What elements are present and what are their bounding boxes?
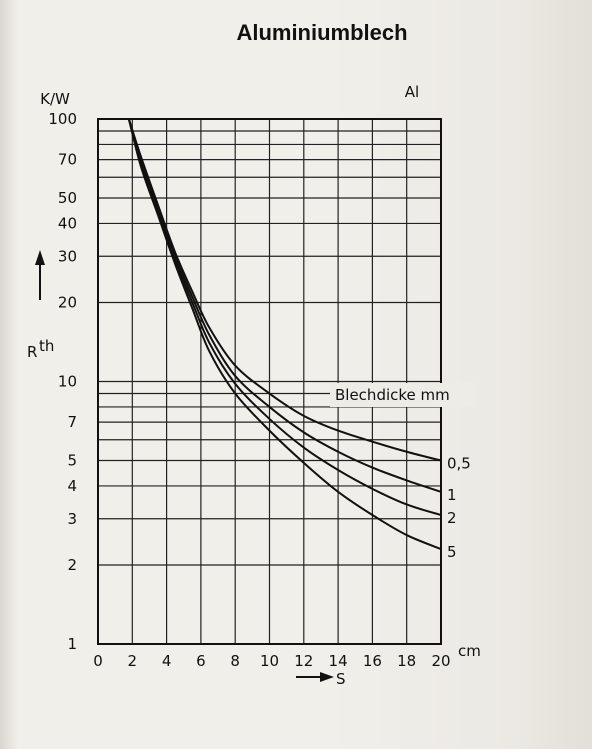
- x-tick-label: 6: [196, 652, 206, 670]
- series-line-2: [127, 118, 442, 516]
- y-axis-subscript: th: [39, 337, 54, 355]
- x-tick-label: 14: [329, 652, 348, 670]
- y-tick-label: 4: [67, 477, 77, 495]
- y-tick-label: 100: [48, 110, 77, 128]
- y-tick-label: 30: [58, 247, 77, 265]
- y-tick-label: 1: [67, 635, 77, 653]
- x-tick-label: 16: [363, 652, 382, 670]
- y-axis-arrow-icon: [35, 250, 45, 265]
- y-tick-label: 7: [67, 413, 77, 431]
- series-label: 2: [447, 509, 457, 527]
- chart-title: Aluminiumblech: [236, 20, 407, 45]
- series-line-1: [127, 118, 442, 493]
- y-tick-label: 2: [67, 556, 77, 574]
- y-tick-label: 3: [67, 510, 77, 528]
- y-tick-label: 10: [58, 373, 77, 391]
- y-tick-label: 50: [58, 189, 77, 207]
- x-tick-label: 10: [260, 652, 279, 670]
- y-tick-labels: 100 70 50 40 30 20 10 7 5 4 3 2 1: [48, 110, 77, 653]
- y-tick-label: 20: [58, 293, 77, 311]
- x-unit-label: cm: [458, 642, 481, 660]
- x-tick-label: 20: [431, 652, 450, 670]
- y-tick-label: 70: [58, 151, 77, 169]
- x-tick-labels: 0 2 4 6 8 10 12 14 16 18 20: [93, 652, 450, 670]
- y-unit-label: K/W: [40, 90, 70, 108]
- series-line-3: [127, 118, 442, 550]
- x-axis-label: S: [296, 670, 346, 688]
- bleed-through-background: [330, 0, 592, 749]
- x-tick-label: 0: [93, 652, 103, 670]
- x-tick-label: 18: [397, 652, 416, 670]
- x-axis-arrow-icon: [320, 672, 334, 682]
- x-tick-label: 12: [294, 652, 313, 670]
- y-axis-label: R th: [27, 250, 54, 361]
- y-tick-label: 40: [58, 214, 77, 232]
- series-labels: 0,5 1 2 5: [447, 455, 471, 562]
- series-line-0: [127, 118, 442, 462]
- plot-grid: [97, 118, 442, 645]
- x-tick-label: 8: [230, 652, 240, 670]
- material-label: Al: [405, 83, 419, 101]
- y-axis-symbol: R: [27, 343, 37, 361]
- legend-title: Blechdicke mm: [335, 386, 450, 404]
- plot-frame: [97, 118, 442, 645]
- x-tick-label: 4: [162, 652, 172, 670]
- series-label: 1: [447, 486, 457, 504]
- x-axis-symbol: S: [336, 670, 346, 688]
- y-tick-label: 5: [67, 452, 77, 470]
- x-tick-label: 2: [128, 652, 138, 670]
- series-label: 0,5: [447, 455, 471, 473]
- legend-title-background: [330, 383, 476, 407]
- series-label: 5: [447, 543, 457, 561]
- data-series: [127, 118, 442, 550]
